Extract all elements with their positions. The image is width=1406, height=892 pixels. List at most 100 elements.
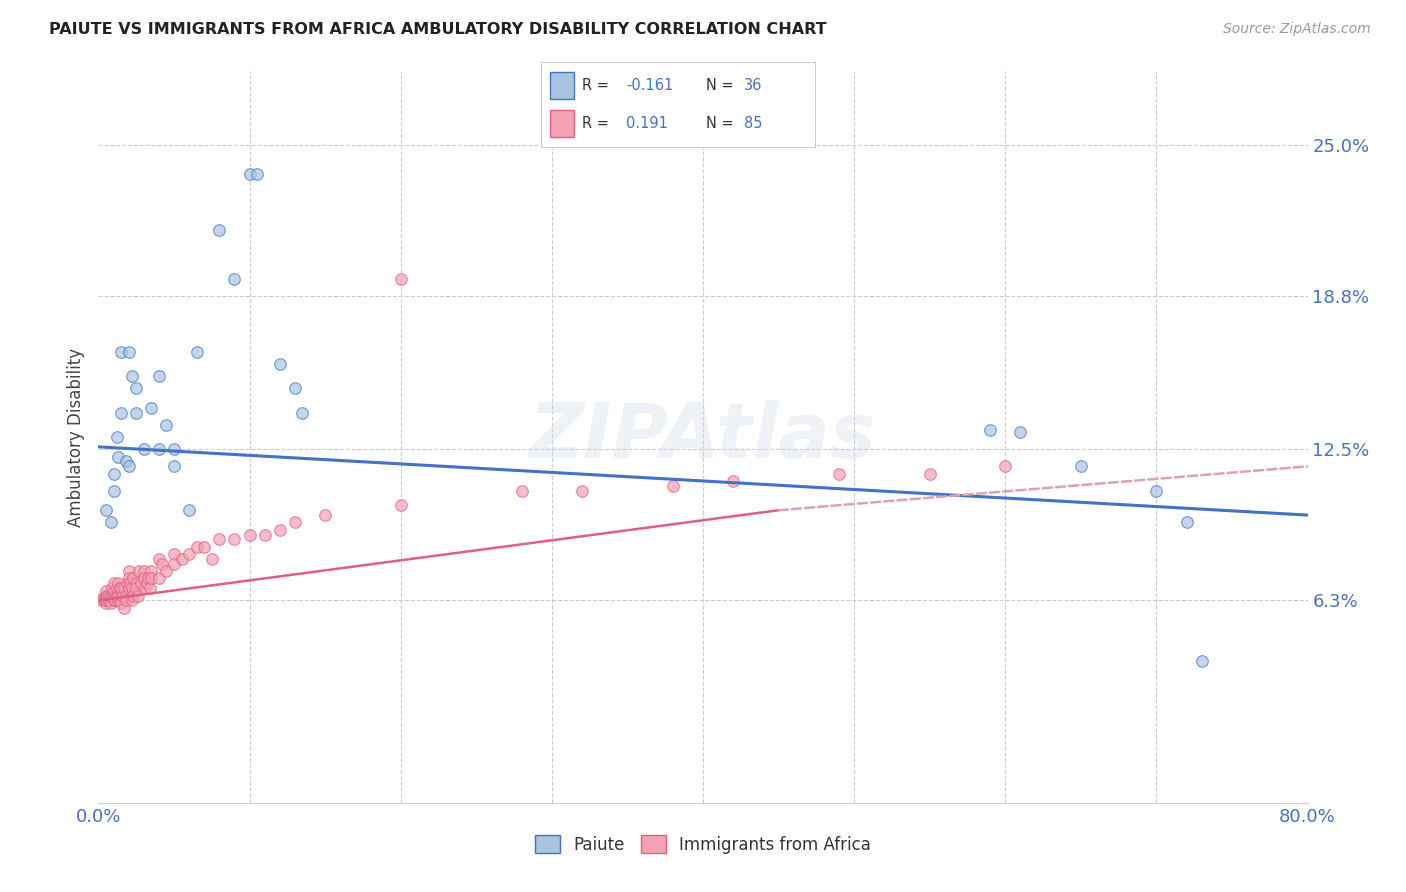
Point bbox=[269, 523, 291, 537]
Point bbox=[136, 572, 159, 586]
Point bbox=[90, 593, 112, 607]
Point bbox=[121, 369, 143, 384]
Text: 85: 85 bbox=[744, 116, 762, 131]
Point bbox=[208, 533, 231, 547]
Point bbox=[155, 564, 177, 578]
Point bbox=[94, 593, 117, 607]
Point bbox=[148, 442, 170, 457]
Point bbox=[918, 467, 941, 481]
Point bbox=[94, 503, 117, 517]
Point bbox=[163, 557, 186, 571]
Point bbox=[979, 423, 1001, 437]
Point bbox=[103, 593, 125, 607]
Point bbox=[93, 593, 115, 607]
Point bbox=[1070, 459, 1092, 474]
Point bbox=[141, 572, 163, 586]
Point bbox=[118, 581, 141, 595]
Point bbox=[120, 576, 142, 591]
Point bbox=[118, 344, 141, 359]
Point bbox=[118, 572, 141, 586]
Point bbox=[994, 459, 1017, 474]
Point bbox=[125, 581, 148, 595]
Point bbox=[114, 593, 136, 607]
Point bbox=[389, 499, 412, 513]
Point bbox=[155, 417, 177, 432]
Text: N =: N = bbox=[706, 116, 738, 131]
Point bbox=[103, 589, 125, 603]
Point bbox=[103, 583, 125, 598]
Point bbox=[208, 223, 231, 237]
Point bbox=[129, 576, 152, 591]
Point bbox=[284, 381, 307, 395]
FancyBboxPatch shape bbox=[550, 110, 574, 137]
Point bbox=[107, 576, 129, 591]
Point bbox=[101, 581, 124, 595]
Point bbox=[91, 591, 114, 605]
Point bbox=[510, 483, 533, 498]
Point bbox=[107, 589, 129, 603]
Point bbox=[179, 503, 201, 517]
Point bbox=[224, 533, 246, 547]
Point bbox=[284, 516, 307, 530]
Point bbox=[125, 381, 148, 395]
Point bbox=[110, 589, 132, 603]
Point bbox=[224, 271, 246, 285]
Text: 0.191: 0.191 bbox=[626, 116, 668, 131]
Point bbox=[723, 474, 745, 488]
Point bbox=[111, 589, 134, 603]
Point bbox=[389, 271, 412, 285]
Point bbox=[170, 552, 193, 566]
Point bbox=[110, 406, 132, 420]
Point bbox=[269, 357, 291, 371]
Point bbox=[139, 581, 162, 595]
Point bbox=[107, 450, 129, 464]
Point bbox=[135, 576, 157, 591]
Point bbox=[112, 600, 135, 615]
Text: Source: ZipAtlas.com: Source: ZipAtlas.com bbox=[1223, 22, 1371, 37]
Point bbox=[114, 589, 136, 603]
Point bbox=[201, 552, 224, 566]
Point bbox=[163, 547, 186, 561]
Point bbox=[103, 576, 125, 591]
Point bbox=[193, 540, 215, 554]
Point bbox=[107, 593, 129, 607]
Point bbox=[94, 589, 117, 603]
Point bbox=[125, 406, 148, 420]
Point bbox=[114, 454, 136, 468]
Point bbox=[121, 581, 143, 595]
Point bbox=[98, 589, 121, 603]
Point bbox=[103, 483, 125, 498]
Text: ZIPAtlas: ZIPAtlas bbox=[529, 401, 877, 474]
Point bbox=[127, 589, 149, 603]
Point bbox=[186, 344, 208, 359]
Point bbox=[121, 593, 143, 607]
Point bbox=[118, 564, 141, 578]
Point bbox=[94, 596, 117, 610]
Point bbox=[1010, 425, 1032, 440]
Point bbox=[96, 593, 118, 607]
Point bbox=[94, 583, 117, 598]
Point bbox=[100, 596, 122, 610]
Point bbox=[104, 589, 127, 603]
Point bbox=[122, 589, 145, 603]
Point bbox=[150, 557, 173, 571]
Point bbox=[148, 572, 170, 586]
Point bbox=[112, 581, 135, 595]
Point bbox=[148, 552, 170, 566]
Point bbox=[101, 589, 124, 603]
Point bbox=[253, 527, 276, 541]
Point bbox=[115, 576, 138, 591]
Point bbox=[110, 596, 132, 610]
Point bbox=[179, 547, 201, 561]
FancyBboxPatch shape bbox=[550, 71, 574, 99]
Point bbox=[141, 564, 163, 578]
Text: R =: R = bbox=[582, 116, 614, 131]
Point bbox=[661, 479, 683, 493]
Point bbox=[163, 459, 186, 474]
Point bbox=[105, 589, 128, 603]
Point bbox=[1144, 483, 1167, 498]
Point bbox=[100, 516, 122, 530]
Point bbox=[239, 527, 262, 541]
Point bbox=[141, 401, 163, 415]
Point bbox=[1175, 516, 1198, 530]
